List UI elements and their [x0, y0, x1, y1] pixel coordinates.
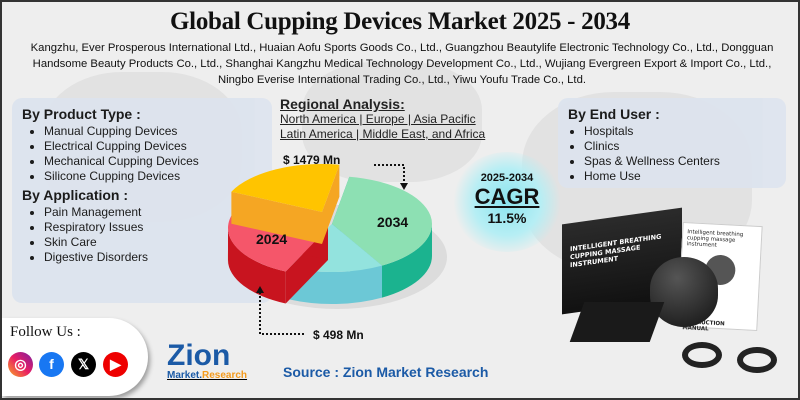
list-item: Home Use — [584, 169, 786, 184]
silicone-ring — [682, 342, 722, 368]
regional-line-2: Latin America | Middle East, and Africa — [280, 127, 486, 141]
segments-panel: By Product Type : Manual Cupping Devices… — [12, 98, 272, 303]
cagr-period: 2025-2034 — [480, 172, 534, 184]
pie-side-red — [228, 228, 286, 304]
list-item: Clinics — [584, 139, 786, 154]
list-item: Mechanical Cupping Devices — [44, 154, 202, 169]
pie-side-green — [382, 224, 432, 298]
product-type-list: Manual Cupping Devices Electrical Cuppin… — [12, 124, 202, 184]
application-heading: By Application : — [22, 187, 129, 203]
cupping-device — [650, 257, 718, 327]
list-item: Hospitals — [584, 124, 786, 139]
label-2034: 2034 — [377, 214, 409, 230]
arrow-2024 — [259, 292, 304, 335]
youtube-icon[interactable]: ▶ — [103, 352, 128, 377]
arrow-2034 — [374, 164, 405, 184]
application-list: Pain Management Respiratory Issues Skin … — [12, 205, 272, 265]
silicone-ring — [737, 347, 777, 373]
end-user-panel: By End User : Hospitals Clinics Spas & W… — [558, 98, 786, 188]
list-item: Pain Management — [44, 205, 272, 220]
zion-logo: Zion Market.Research — [167, 339, 248, 382]
manual-title: Intelligent breathing cupping massage in… — [686, 229, 744, 249]
logo-sub: Research — [202, 370, 248, 381]
list-item: Electrical Cupping Devices — [44, 139, 202, 154]
cagr-label: CAGR — [474, 184, 540, 209]
list-item: Respiratory Issues — [44, 220, 272, 235]
pie-slice-green — [332, 176, 432, 266]
list-item: Digestive Disorders — [44, 250, 272, 265]
black-pad — [569, 302, 665, 342]
follow-us-panel: Follow Us : ◎ f 𝕏 ▶ — [2, 318, 148, 396]
cagr-badge: 2025-2034 CAGR 11.5% — [452, 152, 562, 252]
list-item: Skin Care — [44, 235, 272, 250]
pie-slices — [227, 164, 432, 304]
end-user-heading: By End User : — [568, 106, 660, 122]
label-2024: 2024 — [256, 231, 288, 247]
pie-cut-yellow — [231, 191, 322, 244]
end-user-list: Hospitals Clinics Spas & Wellness Center… — [558, 124, 786, 184]
list-item: Spas & Wellness Centers — [584, 154, 786, 169]
follow-us-label: Follow Us : — [10, 324, 81, 340]
arrow-head — [400, 183, 408, 190]
cagr-value: 11.5% — [487, 210, 527, 226]
logo-text: Zion — [167, 339, 231, 372]
page-title: Global Cupping Devices Market 2025 - 203… — [170, 8, 630, 35]
product-type-heading: By Product Type : — [22, 106, 141, 122]
source-text: Source : Zion Market Research — [283, 364, 489, 380]
list-item: Manual Cupping Devices — [44, 124, 202, 139]
regional-analysis: Regional Analysis: North America | Europ… — [280, 96, 485, 142]
regional-heading: Regional Analysis: — [280, 96, 405, 112]
arrow-head — [256, 286, 264, 293]
x-icon[interactable]: 𝕏 — [71, 352, 96, 377]
list-item: Silicone Cupping Devices — [44, 169, 202, 184]
instagram-icon[interactable]: ◎ — [8, 352, 33, 377]
value-2034: $ 1479 Mn — [283, 153, 341, 167]
regional-line-1: North America | Europe | Asia Pacific — [280, 112, 476, 126]
pie-cut-yellow — [322, 164, 340, 244]
logo-sub: Market. — [167, 370, 203, 381]
facebook-icon[interactable]: f — [39, 352, 64, 377]
pie-slice-yellow — [231, 164, 340, 212]
value-2024: $ 498 Mn — [313, 328, 364, 342]
key-players: Kangzhu, Ever Prosperous International L… — [30, 42, 774, 86]
world-map-bg — [302, 62, 482, 182]
